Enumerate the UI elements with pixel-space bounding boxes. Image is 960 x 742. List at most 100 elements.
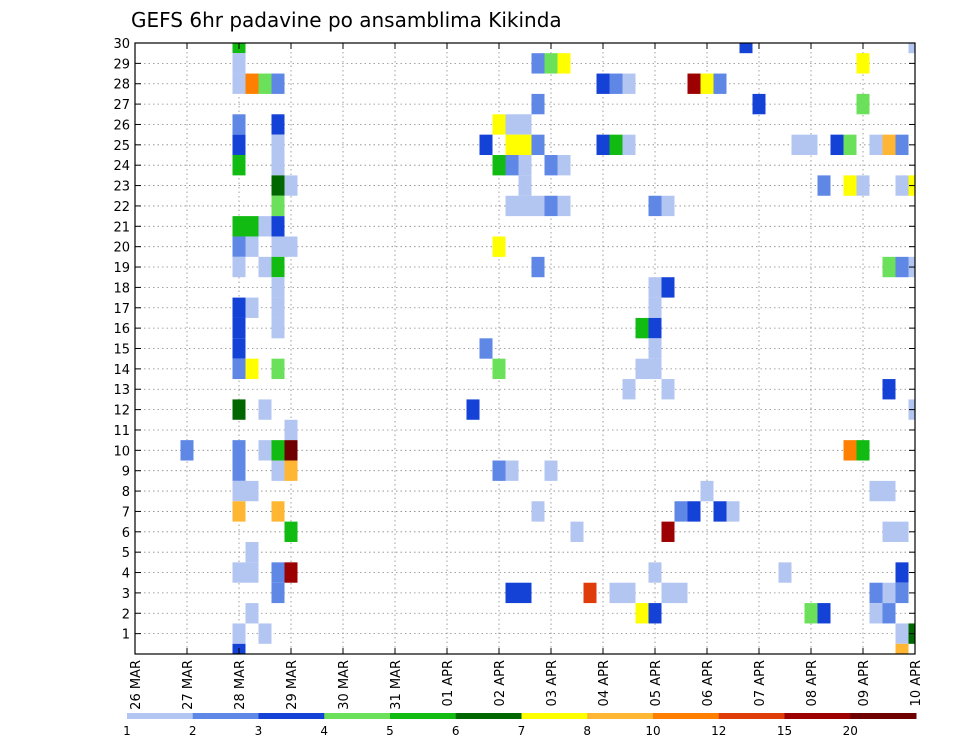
x-tick-label: 30 MAR	[337, 660, 352, 710]
heatmap-cell	[804, 134, 818, 156]
colorbar-segment	[390, 713, 457, 719]
heatmap-cell	[531, 195, 545, 217]
y-tick-label: 18	[113, 281, 130, 296]
colorbar-label: 6	[452, 724, 460, 738]
heatmap-cell	[830, 134, 844, 156]
heatmap-cell	[245, 358, 259, 380]
y-tick-label: 14	[113, 363, 130, 378]
heatmap-cell	[895, 643, 909, 654]
heatmap-cell	[284, 440, 298, 461]
x-tick-label: 31 MAR	[389, 660, 404, 710]
heatmap-cell	[505, 134, 519, 156]
heatmap-cell	[505, 460, 519, 481]
heatmap-cell	[232, 317, 246, 339]
heatmap-cell	[661, 195, 675, 217]
heatmap-cell	[232, 358, 246, 380]
colorbar-label: 4	[320, 724, 328, 738]
y-tick-label: 12	[113, 404, 130, 419]
heatmap-cell	[713, 501, 727, 522]
heatmap-cell	[531, 93, 545, 115]
colorbar-segment	[192, 713, 259, 719]
heatmap-cell	[492, 358, 506, 380]
x-tick-label: 04 APR	[597, 660, 612, 706]
heatmap-cell	[518, 175, 532, 196]
heatmap-cell	[843, 134, 857, 156]
heatmap-cell	[583, 582, 597, 604]
x-tick-label: 26 MAR	[129, 660, 144, 710]
heatmap-cell	[258, 623, 272, 644]
heatmap-cell	[648, 338, 662, 359]
heatmap-cell	[505, 114, 519, 135]
y-tick-label: 10	[113, 444, 130, 459]
heatmap-cell	[271, 358, 285, 380]
heatmap-cell	[713, 73, 727, 94]
heatmap-cell	[271, 195, 285, 217]
heatmap-cell	[232, 114, 246, 135]
colorbar-segment	[521, 713, 588, 719]
heatmap-cell	[232, 480, 246, 502]
heatmap-cell	[232, 155, 246, 176]
heatmap-cell	[232, 216, 246, 237]
heatmap-cell	[245, 73, 259, 94]
heatmap-cell	[648, 562, 662, 583]
x-tick-label: 02 APR	[493, 660, 508, 706]
heatmap-cell	[661, 379, 675, 400]
heatmap-cell	[635, 317, 649, 339]
heatmap-cell	[258, 256, 272, 278]
colorbar-segment	[455, 713, 522, 719]
heatmap-cell	[856, 175, 870, 196]
heatmap-cell	[479, 134, 493, 156]
heatmap-cell	[648, 317, 662, 339]
heatmap-cell	[284, 562, 298, 583]
colorbar-segment	[324, 713, 391, 719]
heatmap-cell	[518, 195, 532, 217]
heatmap-cell	[544, 195, 558, 217]
heatmap-cell	[544, 53, 558, 74]
y-tick-label: 28	[113, 78, 130, 93]
heatmap-cell	[284, 521, 298, 542]
heatmap-cell	[271, 582, 285, 604]
heatmap-cell	[908, 43, 915, 54]
heatmap-cells	[180, 43, 915, 654]
heatmap-cell	[661, 521, 675, 542]
heatmap-cell	[895, 582, 909, 604]
heatmap-cell	[895, 521, 909, 542]
heatmap-cell	[232, 256, 246, 278]
heatmap-cell	[674, 582, 688, 604]
heatmap-cell	[271, 134, 285, 156]
heatmap-cell	[271, 216, 285, 237]
heatmap-cell	[856, 93, 870, 115]
y-tick-label: 9	[122, 465, 130, 480]
heatmap-cell	[531, 256, 545, 278]
heatmap-cell	[271, 297, 285, 318]
heatmap-cell	[518, 114, 532, 135]
heatmap-cell	[791, 134, 805, 156]
y-tick-label: 11	[113, 424, 130, 439]
heatmap-cell	[869, 582, 883, 604]
heatmap-cell	[271, 236, 285, 257]
x-tick-label: 28 MAR	[233, 660, 248, 710]
heatmap-cell	[726, 501, 740, 522]
heatmap-cell	[531, 134, 545, 156]
heatmap-cell	[648, 603, 662, 624]
heatmap-cell	[232, 236, 246, 257]
y-tick-label: 20	[113, 241, 130, 256]
y-tick-label: 19	[113, 261, 130, 276]
x-tick-label: 08 APR	[805, 660, 820, 706]
heatmap-cell	[570, 521, 584, 542]
heatmap-cell	[687, 501, 701, 522]
heatmap-cell	[882, 582, 896, 604]
heatmap-cell	[648, 277, 662, 298]
heatmap-cell	[245, 603, 259, 624]
heatmap-cell	[895, 175, 909, 196]
heatmap-cell	[518, 155, 532, 176]
colorbar-label: 5	[386, 724, 394, 738]
heatmap-cell	[817, 175, 831, 196]
x-tick-label: 10 APR	[909, 660, 924, 706]
heatmap-cell	[700, 73, 714, 94]
heatmap-cell	[843, 440, 857, 461]
heatmap-cell	[622, 379, 636, 400]
y-tick-label: 24	[113, 159, 130, 174]
heatmap-cell	[895, 256, 909, 278]
heatmap-cell	[817, 603, 831, 624]
